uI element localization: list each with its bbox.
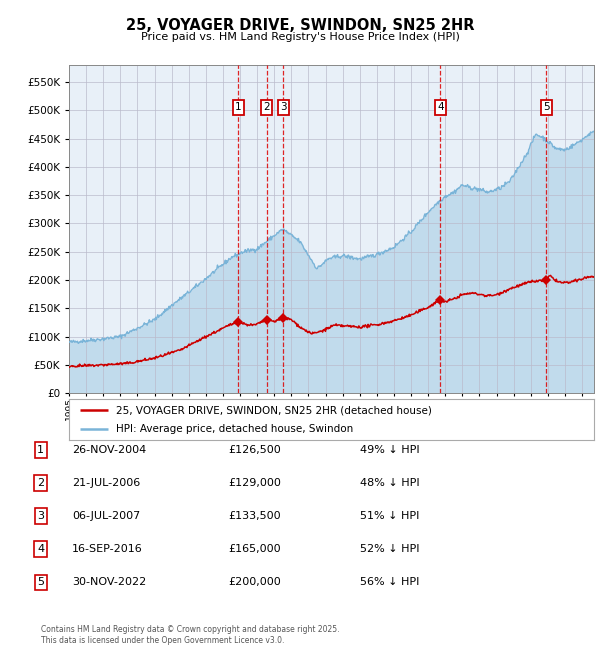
Text: 51% ↓ HPI: 51% ↓ HPI [360, 511, 419, 521]
Text: 25, VOYAGER DRIVE, SWINDON, SN25 2HR (detached house): 25, VOYAGER DRIVE, SWINDON, SN25 2HR (de… [116, 405, 432, 415]
Text: £165,000: £165,000 [228, 544, 281, 554]
Text: 30-NOV-2022: 30-NOV-2022 [72, 577, 146, 588]
Text: Price paid vs. HM Land Registry's House Price Index (HPI): Price paid vs. HM Land Registry's House … [140, 32, 460, 42]
Text: 5: 5 [543, 103, 550, 112]
Text: 06-JUL-2007: 06-JUL-2007 [72, 511, 140, 521]
Text: 2: 2 [37, 478, 44, 488]
Text: 4: 4 [437, 103, 443, 112]
Text: 48% ↓ HPI: 48% ↓ HPI [360, 478, 419, 488]
Text: Contains HM Land Registry data © Crown copyright and database right 2025.
This d: Contains HM Land Registry data © Crown c… [41, 625, 340, 645]
Text: £200,000: £200,000 [228, 577, 281, 588]
Text: 49% ↓ HPI: 49% ↓ HPI [360, 445, 419, 455]
Text: 16-SEP-2016: 16-SEP-2016 [72, 544, 143, 554]
Text: 25, VOYAGER DRIVE, SWINDON, SN25 2HR: 25, VOYAGER DRIVE, SWINDON, SN25 2HR [126, 18, 474, 33]
Text: 3: 3 [37, 511, 44, 521]
Text: HPI: Average price, detached house, Swindon: HPI: Average price, detached house, Swin… [116, 424, 353, 434]
Text: 26-NOV-2004: 26-NOV-2004 [72, 445, 146, 455]
Text: 1: 1 [37, 445, 44, 455]
Text: 52% ↓ HPI: 52% ↓ HPI [360, 544, 419, 554]
Text: 4: 4 [37, 544, 44, 554]
Text: £129,000: £129,000 [228, 478, 281, 488]
Text: 1: 1 [235, 103, 242, 112]
Text: 56% ↓ HPI: 56% ↓ HPI [360, 577, 419, 588]
Text: £126,500: £126,500 [228, 445, 281, 455]
Text: 3: 3 [280, 103, 286, 112]
Text: 2: 2 [263, 103, 270, 112]
Text: 5: 5 [37, 577, 44, 588]
Text: 21-JUL-2006: 21-JUL-2006 [72, 478, 140, 488]
Text: £133,500: £133,500 [228, 511, 281, 521]
